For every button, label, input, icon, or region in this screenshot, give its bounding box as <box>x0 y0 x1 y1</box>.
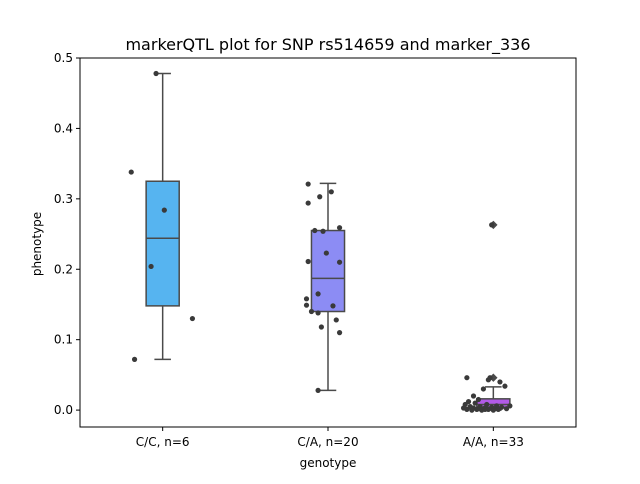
data-point <box>305 258 311 265</box>
data-point <box>333 317 339 323</box>
axes: 0.0 0.1 0.2 0.3 0.4 0.5 C/C, n=6 C/A, n=20 A/A, … <box>54 51 524 449</box>
x-tick-label: A/A, n=33 <box>463 435 524 449</box>
x-tick-label: C/C, n=6 <box>136 435 190 449</box>
data-point <box>330 303 336 309</box>
data-point <box>131 356 138 362</box>
y-tick-label: 0.3 <box>54 192 73 206</box>
data-point <box>480 386 487 392</box>
y-tick-label: 0.1 <box>54 333 73 347</box>
data-point <box>336 225 343 231</box>
data-point <box>305 181 311 187</box>
data-point <box>464 375 470 381</box>
box-group <box>145 72 180 361</box>
data-point <box>189 315 196 322</box>
data-point <box>336 330 343 336</box>
data-point <box>305 200 311 206</box>
data-point <box>464 406 470 412</box>
data-point <box>485 377 491 383</box>
data-point <box>308 308 315 315</box>
data-point <box>503 406 510 412</box>
y-tick-label: 0.2 <box>54 262 73 276</box>
data-point <box>320 228 326 234</box>
data-point <box>128 169 134 175</box>
x-axis-label: genotype <box>300 456 357 470</box>
data-point <box>497 379 503 385</box>
data-point <box>472 400 478 406</box>
data-point <box>317 194 323 200</box>
y-tick-label: 0.0 <box>54 403 73 417</box>
y-tick-label: 0.5 <box>54 51 73 65</box>
y-axis-label: phenotype <box>30 212 44 276</box>
box <box>145 180 180 307</box>
data-point <box>489 222 495 228</box>
x-tick-label: C/A, n=20 <box>297 435 358 449</box>
y-tick-label: 0.4 <box>54 121 73 135</box>
chart-title: markerQTL plot for SNP rs514659 and mark… <box>125 35 530 55</box>
data-point <box>502 383 508 389</box>
data-point <box>161 207 167 213</box>
data-point <box>312 227 318 234</box>
data-point <box>336 259 343 265</box>
data-point <box>490 407 496 413</box>
data-point <box>148 263 154 270</box>
data-point <box>469 407 475 413</box>
plot-area <box>128 70 513 413</box>
data-point <box>475 396 482 403</box>
data-point <box>303 296 310 302</box>
box-group <box>476 220 511 411</box>
data-point <box>470 393 477 399</box>
box <box>310 229 346 313</box>
data-point <box>328 189 334 195</box>
data-point <box>315 291 321 297</box>
data-point <box>495 406 501 412</box>
data-point <box>303 302 310 308</box>
data-point <box>475 406 482 412</box>
data-point <box>323 250 329 256</box>
data-point <box>153 70 159 77</box>
data-point <box>315 310 321 316</box>
data-point <box>482 406 488 412</box>
data-point <box>315 387 321 393</box>
box-group <box>310 182 346 392</box>
data-point <box>318 324 324 330</box>
